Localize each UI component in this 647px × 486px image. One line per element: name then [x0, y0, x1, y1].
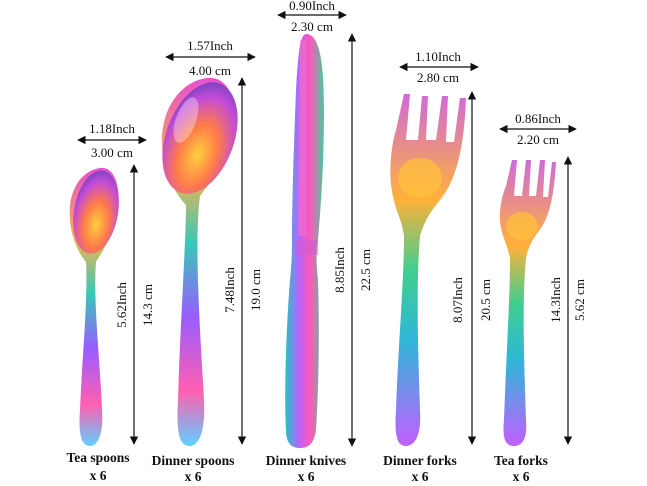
- dinner-spoon-length-in: 7.48Inch: [222, 267, 237, 313]
- dinner-fork-name: Dinner forks: [383, 453, 457, 468]
- dinner-knife-width-in: 0.90Inch: [289, 0, 335, 13]
- tea-spoon-qty: x 6: [90, 468, 107, 483]
- dinner-knife-length-in: 8.85Inch: [332, 247, 347, 293]
- tea-spoon-name: Tea spoons: [67, 450, 130, 465]
- tea-fork-qty: x 6: [513, 469, 530, 484]
- tea-fork-name: Tea forks: [494, 453, 548, 468]
- dinner-spoon-qty: x 6: [185, 469, 202, 484]
- dinner-knife-length-cm: 22.5 cm: [358, 249, 373, 291]
- dinner-spoon-width-cm: 4.00 cm: [189, 63, 231, 78]
- dinner-spoon-name: Dinner spoons: [152, 453, 235, 468]
- tea-fork-length-in: 14.3Inch: [548, 277, 563, 323]
- dinner-fork-length-cm: 20.5 cm: [478, 279, 493, 321]
- tea-fork-width-cm: 2.20 cm: [517, 132, 559, 147]
- tea-fork-image: [499, 160, 556, 446]
- dinner-knife-qty: x 6: [298, 469, 315, 484]
- dinner-fork-width-in: 1.10Inch: [415, 49, 461, 64]
- tea-spoon-image: [69, 167, 119, 446]
- dinner-fork-qty: x 6: [412, 469, 429, 484]
- dinner-fork-image: [390, 94, 466, 446]
- tea-spoon-length-cm: 14.3 cm: [140, 284, 155, 326]
- dinner-knife-name: Dinner knives: [266, 453, 346, 468]
- tea-fork-length-cm: 5.62 cm: [572, 279, 587, 321]
- tea-spoon-length-in: 5.62Inch: [114, 282, 129, 328]
- tea-spoon-width-cm: 3.00 cm: [91, 145, 133, 160]
- dinner-fork-width-cm: 2.80 cm: [417, 70, 459, 85]
- tea-fork-width-in: 0.86Inch: [515, 111, 561, 126]
- tea-spoon-width-in: 1.18Inch: [89, 121, 135, 136]
- dinner-spoon-width-in: 1.57Inch: [187, 38, 233, 53]
- dinner-knife-width-cm: 2.30 cm: [291, 19, 333, 34]
- dinner-fork-length-in: 8.07Inch: [450, 277, 465, 323]
- dinner-knife-image: [285, 34, 324, 448]
- dinner-spoon-image: [161, 77, 238, 447]
- dinner-spoon-length-cm: 19.0 cm: [248, 269, 263, 311]
